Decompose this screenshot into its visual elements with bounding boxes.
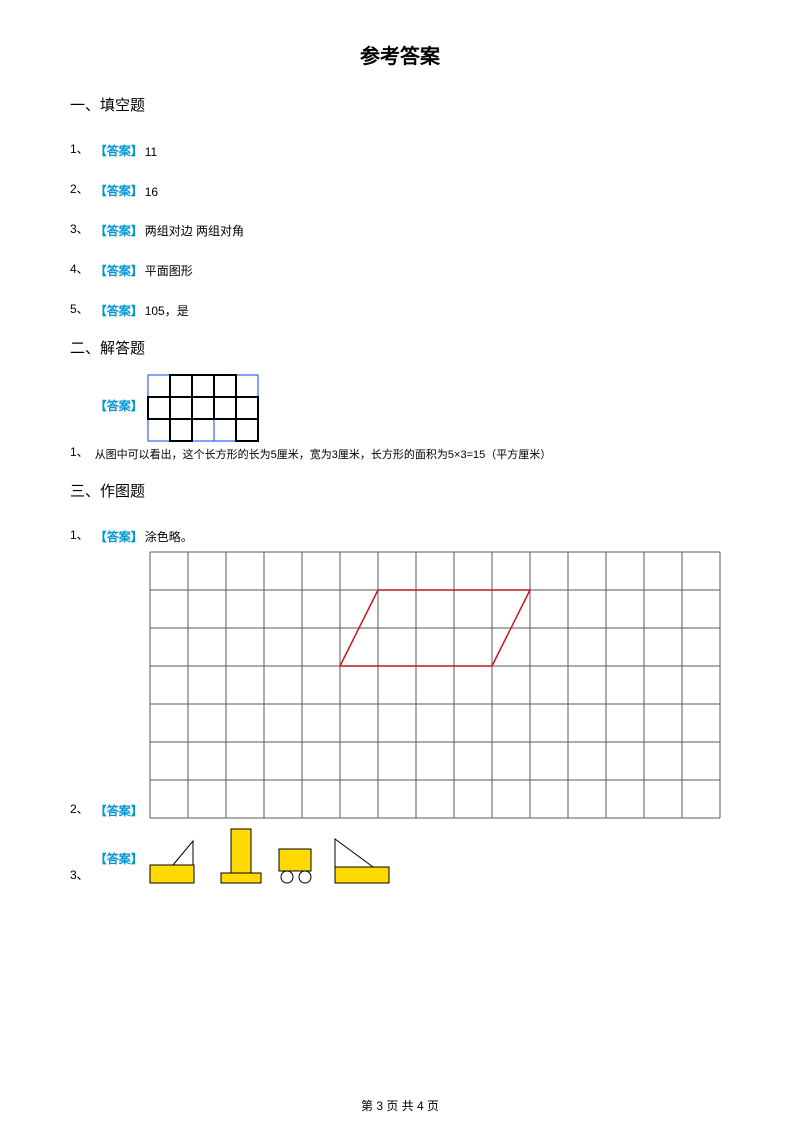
s3-item-1-text: 涂色略。 [145,528,193,545]
big-grid-figure [149,551,721,819]
answer-text: 16 [145,185,158,199]
s1-item-4: 4、【答案】平面图形 [70,245,730,279]
s2-item-1-num: 1、 [70,443,89,462]
shape-3 [273,841,323,885]
item-num: 3、 [70,220,89,239]
answer-text: 11 [145,145,157,159]
s1-item-2: 2、【答案】16 [70,165,730,199]
page-title: 参考答案 [70,40,730,69]
s1-item-3: 3、【答案】两组对边 两组对角 [70,205,730,239]
answer-tag: 【答案】 [95,182,143,199]
s3-item-1-num: 1、 [70,526,89,545]
section-3-header: 三、作图题 [70,480,730,501]
answer-text: 105，是 [145,302,189,319]
shape-2 [219,827,263,885]
s3-item-2-num: 2、 [70,800,89,819]
answer-tag: 【答案】 [95,850,143,867]
answer-tag: 【答案】 [95,397,143,414]
shape-4 [333,835,393,885]
s2-item-1: 1、 【答案】 从图中可以看出，这个长方形的长为5厘米，宽为3厘米，长方形的面积… [70,368,730,462]
answer-tag: 【答案】 [95,302,143,319]
item-num: 1、 [70,140,89,159]
s3-item-3-num: 3、 [70,866,89,885]
section-1-header: 一、填空题 [70,94,730,115]
section-2-header: 二、解答题 [70,337,730,358]
rect-grid-figure [147,374,259,442]
s1-item-1: 1、【答案】11 [70,125,730,159]
s2-caption: 从图中可以看出，这个长方形的长为5厘米，宽为3厘米，长方形的面积为5×3=15（… [95,446,552,462]
answer-tag: 【答案】 [95,262,143,279]
item-num: 4、 [70,260,89,279]
answer-tag: 【答案】 [95,142,143,159]
answer-text: 平面图形 [145,262,193,279]
answer-text: 两组对边 两组对角 [145,222,244,239]
shape-1 [149,835,209,885]
item-num: 2、 [70,180,89,199]
s1-item-5: 5、【答案】105，是 [70,285,730,319]
s3-item-3: 3、 【答案】 [70,827,730,885]
s3-item-2: 2、 【答案】 [70,551,730,819]
s3-item-1: 1、 【答案】 涂色略。 [70,511,730,545]
section-1-list: 1、【答案】112、【答案】163、【答案】两组对边 两组对角4、【答案】平面图… [70,125,730,319]
item-num: 5、 [70,300,89,319]
answer-tag: 【答案】 [95,222,143,239]
answer-tag: 【答案】 [95,528,143,545]
page-footer: 第 3 页 共 4 页 [0,1097,800,1114]
answer-tag: 【答案】 [95,802,143,819]
